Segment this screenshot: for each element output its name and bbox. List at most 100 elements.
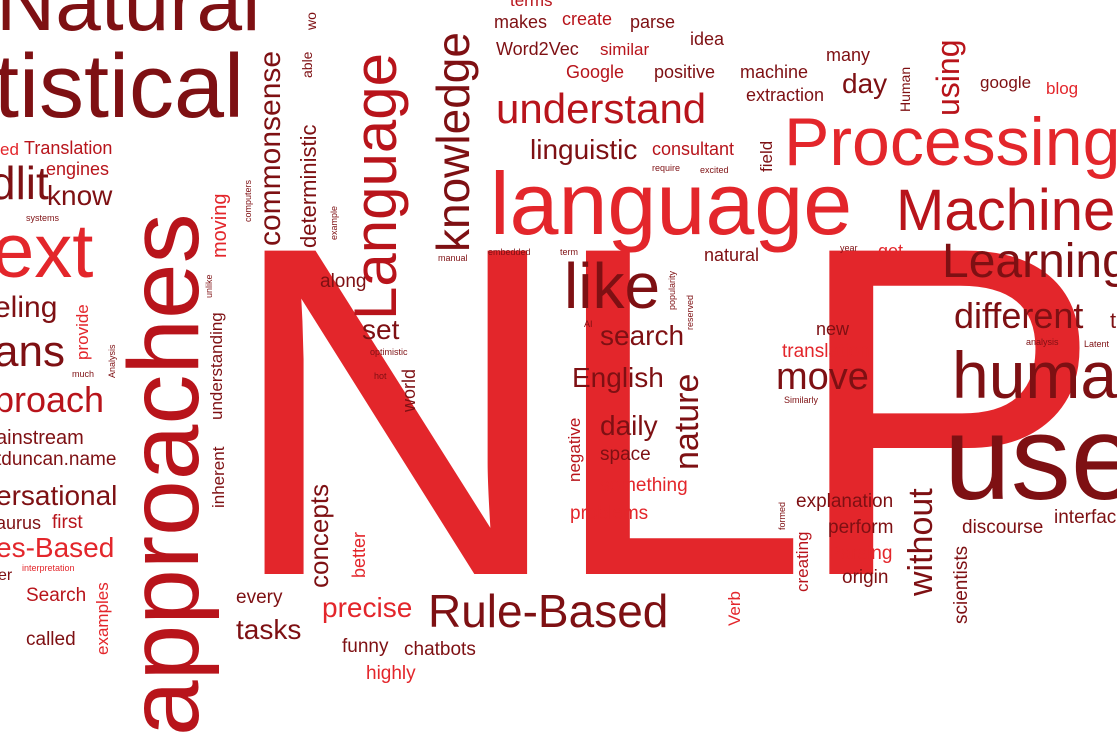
word-along: along [320, 271, 367, 292]
word-er: er [0, 567, 13, 584]
word-hot: hot [374, 371, 387, 381]
word-interpretation: interpretation [22, 563, 75, 573]
word-many: many [826, 45, 871, 65]
word-consultant: consultant [652, 139, 735, 159]
word-problems: problems [570, 503, 649, 524]
word-proach: proach [0, 379, 105, 420]
word-ed: ed [0, 140, 19, 159]
word-formed: formed [777, 501, 787, 530]
word-positive: positive [654, 62, 716, 82]
word-something: something [600, 475, 688, 496]
word-t-edge: t [1110, 308, 1117, 333]
word-extraction: extraction [746, 85, 825, 105]
word-world: world [399, 368, 419, 412]
word-parse: parse [630, 12, 676, 32]
word-conversational: ersational [0, 480, 118, 511]
word-google-cap: Google [566, 62, 625, 82]
word-day: day [842, 68, 888, 99]
word-latent: Latent [1084, 339, 1110, 349]
word-concepts: concepts [304, 483, 334, 588]
word-space: space [600, 444, 651, 465]
word-inherent: inherent [209, 446, 228, 508]
word-terms: terms [510, 0, 553, 10]
word-popularity: popularity [667, 270, 677, 310]
word-precise: precise [322, 592, 413, 623]
word-provide: provide [73, 304, 92, 360]
word-ans: ans [0, 327, 65, 376]
word-know: know [47, 180, 113, 211]
word-wo: wo [303, 12, 319, 30]
word-statistical: tistical [0, 37, 245, 137]
word-term: term [560, 247, 578, 257]
word-example: example [329, 205, 339, 240]
word-perform: perform [828, 517, 894, 538]
word-similarly: Similarly [784, 395, 819, 405]
word-translation: translation [782, 341, 870, 362]
word-word2vec: Word2Vec [496, 39, 579, 59]
word-similar: similar [600, 40, 650, 59]
word-parsing: Parsing [828, 543, 893, 564]
word-moving: moving [209, 193, 231, 258]
word-duncan: tduncan.name [0, 449, 117, 470]
word-year: year [840, 243, 858, 253]
word-explanation: explanation [796, 491, 894, 512]
word-optimistic: optimistic [370, 347, 408, 357]
word-negative: negative [565, 417, 584, 482]
word-learning: Learning [942, 235, 1117, 288]
word-reserved: reserved [685, 294, 695, 330]
word-able: able [299, 51, 315, 78]
word-thesaurus: aurus [0, 513, 42, 533]
word-idea: idea [690, 29, 725, 49]
word-natural-small: natural [704, 245, 760, 265]
word-rule-based: Rule-Based [428, 585, 669, 637]
word-discourse: discourse [962, 517, 1044, 538]
word-ai: AI [584, 319, 593, 329]
word-like: like [564, 250, 661, 322]
word-human: huma [952, 338, 1117, 412]
word-excited: excited [700, 165, 729, 175]
word-nlp: NLP [226, 149, 1104, 674]
word-use: use [944, 391, 1117, 525]
word-translation-cap: Translation [24, 138, 113, 158]
word-different: different [954, 295, 1084, 336]
word-makes: makes [494, 12, 548, 32]
word-analysis-small: analysis [1026, 337, 1059, 347]
word-knowledge: knowledge [427, 32, 479, 252]
word-linguistic: linguistic [530, 134, 638, 165]
word-create: create [562, 9, 613, 29]
word-engines: engines [46, 159, 110, 179]
word-english: English [572, 362, 664, 393]
word-understand: understand [496, 85, 707, 132]
word-processing: Processing [784, 104, 1117, 180]
word-nature: nature [668, 373, 706, 470]
word-unlike: unlike [204, 274, 214, 298]
word-highly: highly [366, 663, 416, 684]
word-verb: Verb [725, 591, 744, 626]
word-better: better [349, 531, 369, 578]
word-get: get [878, 241, 904, 261]
word-much: much [72, 369, 95, 379]
word-first: first [52, 512, 83, 533]
word-natural: Natural [0, 0, 261, 48]
word-blog: blog [1046, 79, 1079, 98]
word-search: search [600, 320, 685, 351]
word-interface: interfac [1054, 507, 1117, 528]
word-embedded: embedded [488, 247, 531, 257]
word-funny: funny [342, 636, 389, 657]
word-deterministic: deterministic [296, 124, 321, 248]
word-scientists: scientists [951, 545, 972, 624]
word-creating: creating [793, 531, 812, 592]
word-dlit: dlit [0, 157, 49, 209]
word-without: without [902, 488, 940, 596]
word-google: google [980, 73, 1032, 92]
word-daily: daily [600, 410, 658, 441]
word-understanding: understanding [207, 312, 226, 420]
word-manual: manual [438, 253, 468, 263]
word-require: require [652, 163, 681, 173]
word-chatbots: chatbots [404, 639, 476, 660]
word-search-small: Search [26, 585, 87, 606]
word-origin: origin [842, 567, 889, 588]
word-move: move [776, 356, 869, 398]
word-approaches: approaches [108, 213, 220, 736]
